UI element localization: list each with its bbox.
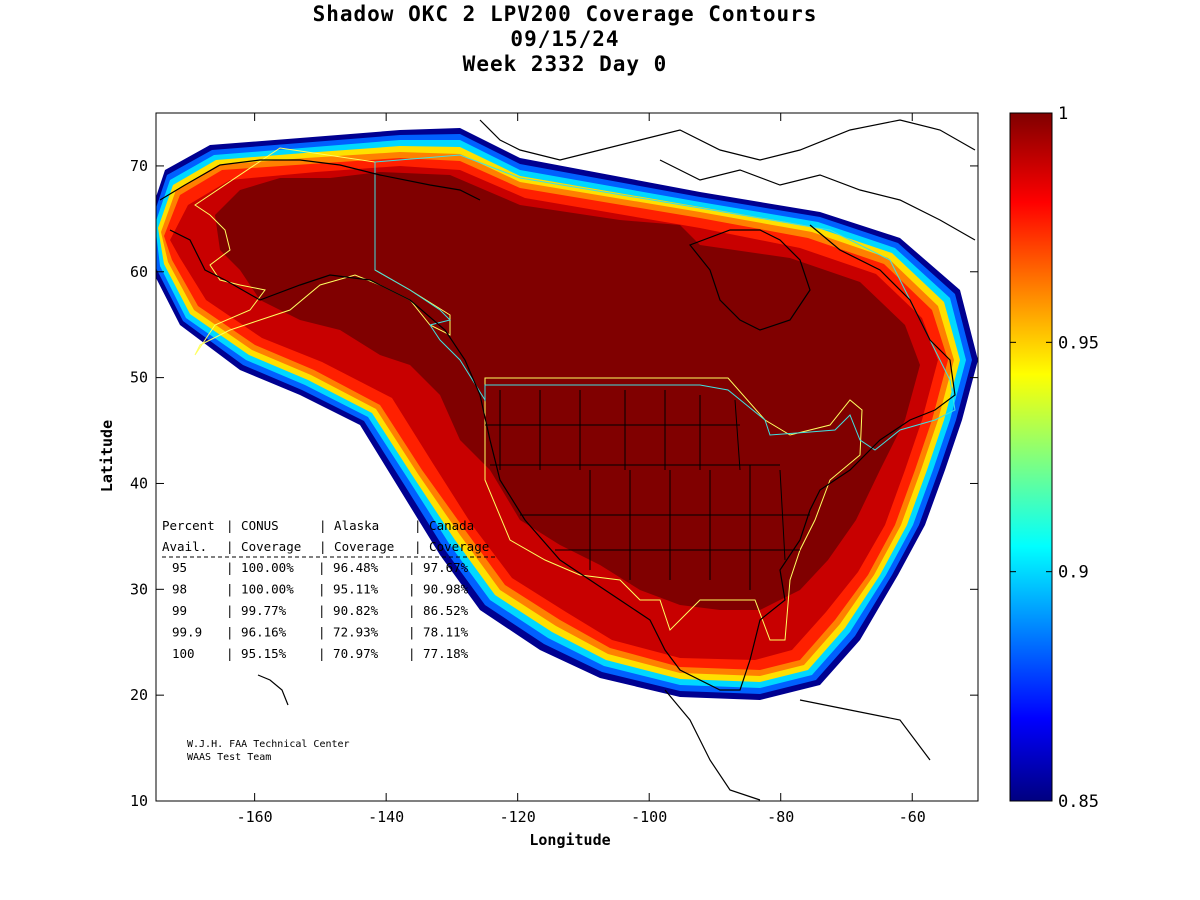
conus-boundary <box>484 377 863 641</box>
y-tick-label: 70 <box>130 157 148 175</box>
stats-header-cell: | Alaska <box>319 518 379 533</box>
colorbar-tick-label: 0.85 <box>1058 792 1099 812</box>
coastlines <box>159 119 976 801</box>
stats-cell: 99 <box>172 603 187 618</box>
map-title-line-1: Shadow OKC 2 LPV200 Coverage Contours <box>312 2 818 26</box>
stats-cell: | 72.93% <box>318 625 379 640</box>
stats-cell: | 100.00% <box>226 560 294 575</box>
x-tick-label: -80 <box>767 808 794 826</box>
stats-cell: 100 <box>172 646 195 661</box>
y-tick-label: 10 <box>130 792 148 810</box>
stats-subheader-cell: | Coverage <box>319 539 394 554</box>
stats-cell: | 97.67% <box>408 560 469 575</box>
stats-cell: | 96.16% <box>226 625 287 640</box>
colorbar-ticks: 1 0.95 0.9 0.85 <box>1010 104 1099 812</box>
stats-cell: | 96.48% <box>318 560 379 575</box>
stats-header-cell: | CONUS <box>226 518 279 533</box>
x-tick-label: -120 <box>500 808 536 826</box>
plot-frame <box>155 112 979 802</box>
canada-boundary <box>374 154 956 451</box>
axes: -160 -140 -120 -100 -80 -60 10 20 30 40 50 60 70 <box>130 113 978 826</box>
state-lines <box>485 390 810 590</box>
y-tick-label: 50 <box>130 369 148 387</box>
stats-cell: | 95.11% <box>318 582 379 597</box>
map-title-line-2: 09/15/24 <box>510 27 620 51</box>
map-area <box>156 119 978 801</box>
colorbar-tick-label: 0.9 <box>1058 563 1089 583</box>
stats-subheader-cell: Avail. <box>162 539 207 554</box>
colorbar-tick-label: 0.95 <box>1058 333 1099 353</box>
stats-cell: | 100.00% <box>226 582 294 597</box>
x-axis-label: Longitude <box>529 831 610 849</box>
y-tick-label: 30 <box>130 580 148 598</box>
stats-header-cell: Percent <box>162 518 215 533</box>
x-tick-label: -140 <box>368 808 404 826</box>
stats-header-cell: | Canada <box>414 518 474 533</box>
stats-cell: | 95.15% <box>226 646 287 661</box>
coverage-band-full <box>215 172 920 610</box>
stats-cell: 99.9 <box>172 625 202 640</box>
stats-cell: | 77.18% <box>408 646 469 661</box>
stats-cell: 98 <box>172 582 187 597</box>
x-tick-label: -100 <box>631 808 667 826</box>
credit-line-1: W.J.H. FAA Technical Center <box>187 739 350 750</box>
y-tick-label: 60 <box>130 263 148 281</box>
colorbar <box>1009 112 1053 802</box>
stats-cell: | 99.77% <box>226 603 287 618</box>
y-tick-label: 20 <box>130 686 148 704</box>
stats-cell: | 78.11% <box>408 625 469 640</box>
colorbar-tick-label: 1 <box>1058 104 1068 124</box>
stats-cell: | 90.98% <box>408 582 469 597</box>
credit-line-2: WAAS Test Team <box>187 752 271 763</box>
y-tick-label: 40 <box>130 474 148 492</box>
stats-cell: | 70.97% <box>318 646 379 661</box>
stats-cell: | 90.82% <box>318 603 379 618</box>
map-title-line-3: Week 2332 Day 0 <box>462 52 668 76</box>
stats-table: Percent | CONUS | Alaska | Canada Avail. | Co… <box>162 518 495 661</box>
x-tick-label: -160 <box>237 808 273 826</box>
x-tick-label: -60 <box>899 808 926 826</box>
stats-subheader-cell: | Coverage <box>226 539 301 554</box>
y-axis-label: Latitude <box>98 420 116 492</box>
stats-cell: | 86.52% <box>408 603 469 618</box>
stats-subheader-cell: | Coverage <box>414 539 489 554</box>
stats-cell: 95 <box>172 560 187 575</box>
